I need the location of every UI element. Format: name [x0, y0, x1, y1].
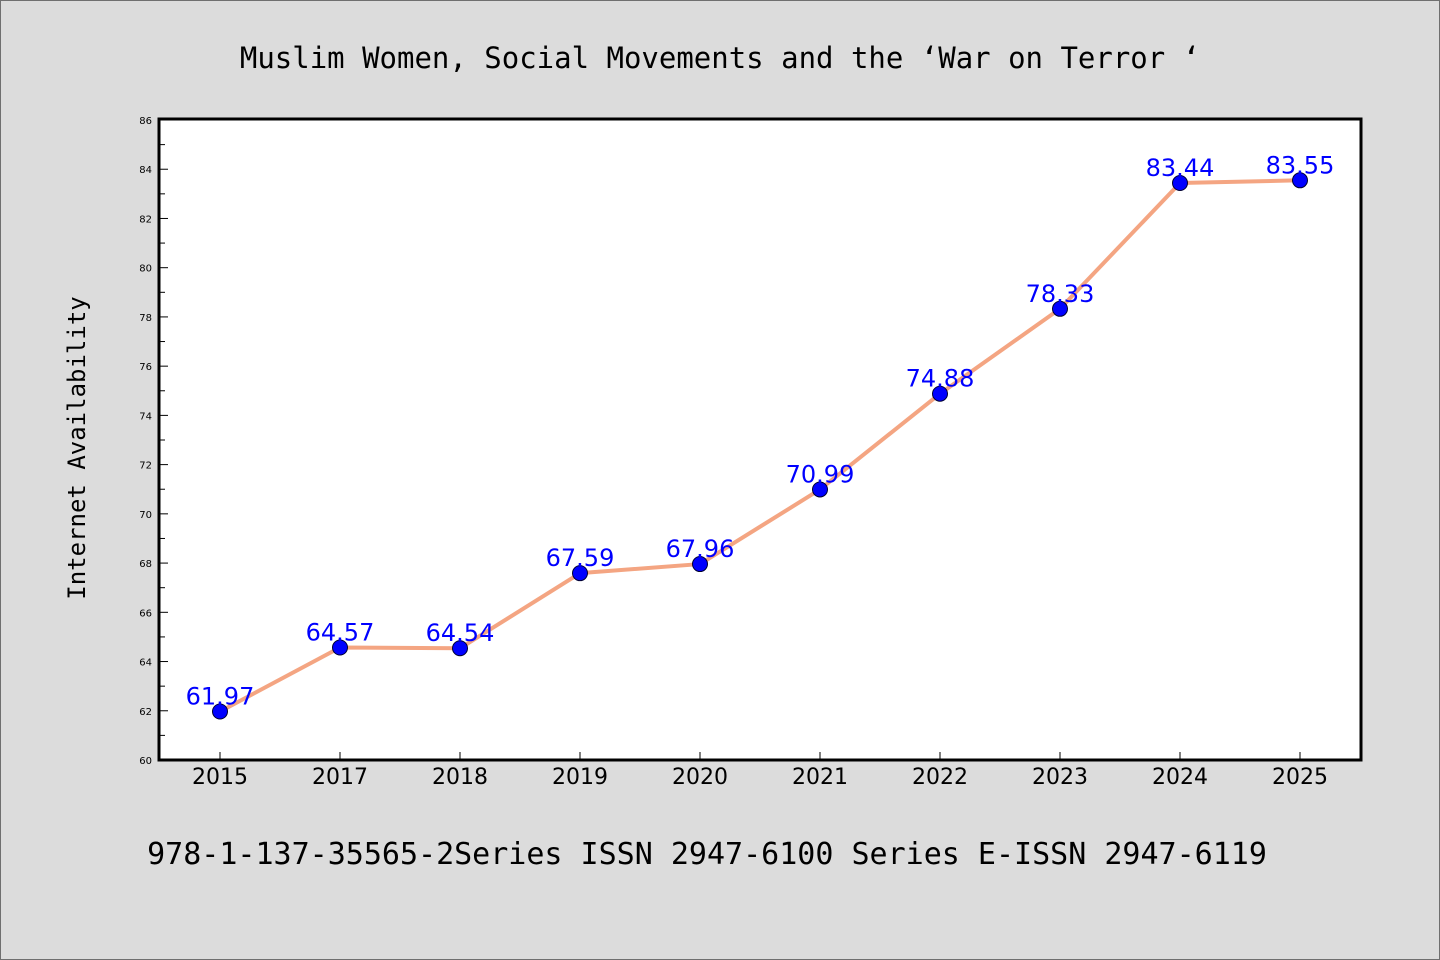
data-point-label: 64.54: [426, 619, 495, 647]
series-line-group: [218, 178, 1302, 714]
data-point-label: 83.55: [1266, 151, 1335, 179]
data-point-label: 74.88: [906, 365, 975, 393]
series-line: [218, 178, 1302, 714]
data-point-label: 83.44: [1146, 154, 1215, 182]
x-tick-label: 2020: [672, 765, 728, 790]
data-point-label: 64.57: [306, 619, 375, 647]
y-tick-label: 84: [139, 165, 152, 176]
x-tick-label: 2022: [912, 765, 968, 790]
data-point-marker: [452, 640, 468, 657]
y-tick-label: 78: [139, 313, 152, 324]
y-tick-label: 82: [139, 214, 152, 225]
x-tick-label: 2017: [312, 765, 368, 790]
x-tick-label: 2018: [432, 765, 488, 790]
x-tick-label: 2015: [192, 765, 248, 790]
data-point-marker: [692, 556, 708, 573]
data-points: [212, 172, 1308, 720]
y-tick-label: 72: [139, 461, 152, 472]
x-tick-label: 2024: [1152, 765, 1208, 790]
x-tick-label: 2021: [792, 765, 848, 790]
data-point-marker: [332, 639, 348, 656]
x-axis: 2015 2017 2018 2019 2020 2021 2022 2023 2024 2025: [192, 752, 1328, 790]
y-tick-label: 64: [139, 658, 152, 669]
data-point-label: 70.99: [786, 460, 855, 488]
y-tick-label: 80: [139, 264, 152, 275]
chart-title: Muslim Women, Social Movements and the ‘…: [240, 41, 1200, 75]
data-point-label: 67.96: [666, 535, 735, 563]
footer-isbn-issn: 978-1-137-35565-2Series ISSN 2947-6100 S…: [147, 837, 1267, 872]
data-point-label: 61.97: [186, 683, 255, 711]
data-point-marker: [1292, 172, 1308, 189]
y-tick-label: 68: [139, 559, 152, 570]
y-tick-label: 66: [139, 608, 152, 619]
data-point-label: 78.33: [1026, 280, 1095, 308]
x-tick-label: 2019: [552, 765, 608, 790]
data-point-marker: [212, 703, 228, 720]
y-tick-label: 76: [139, 362, 152, 373]
data-labels: 61.97 64.57 64.54 67.59 67.96 70.99 74.88 78.33…: [186, 151, 1335, 710]
data-point-marker: [812, 481, 828, 498]
x-tick-label: 2025: [1272, 765, 1328, 790]
data-point-marker: [932, 385, 948, 402]
y-tick-label: 70: [139, 510, 152, 521]
y-tick-label: 86: [139, 116, 152, 127]
x-tick-label: 2023: [1032, 765, 1088, 790]
y-tick-label: 62: [139, 707, 152, 718]
y-axis-label: Internet Availability: [63, 296, 91, 599]
data-point-marker: [572, 565, 588, 582]
y-tick-label: 60: [139, 756, 152, 767]
y-tick-label: 74: [139, 411, 152, 422]
data-point-marker: [1172, 175, 1188, 192]
data-point-label: 67.59: [546, 544, 615, 572]
y-axis: 60 62 64 66 68 70 72 74 76 78 80 82 84 86: [139, 116, 168, 767]
plot-area: [157, 117, 1363, 762]
data-point-marker: [1052, 300, 1068, 317]
